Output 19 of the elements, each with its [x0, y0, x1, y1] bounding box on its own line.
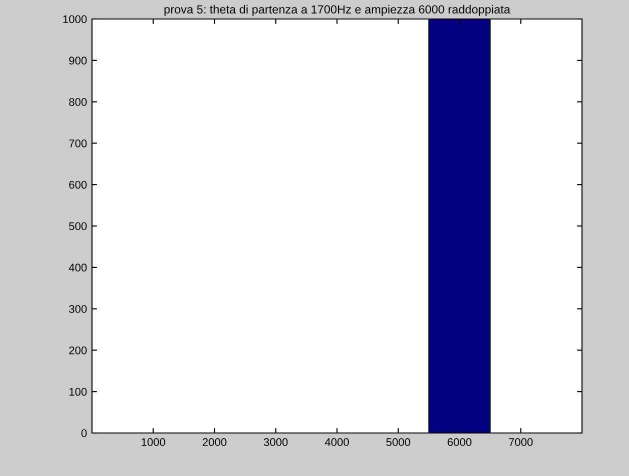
y-tick-label: 600 [69, 180, 87, 189]
y-tick-label: 100 [69, 388, 87, 396]
y-tick-label: 0 [81, 429, 87, 438]
x-tick-label: 4000 [324, 438, 349, 446]
x-tick-label: 3000 [264, 438, 288, 446]
x-tick-label: 1000 [142, 438, 166, 446]
x-tick-label: 6000 [448, 438, 472, 446]
y-tick-label: 400 [68, 264, 87, 272]
x-tick-label: 5000 [386, 438, 410, 446]
x-tick-label: 7000 [508, 438, 533, 446]
y-tick-label: 800 [69, 98, 87, 106]
chart-title: prova 5: theta di partenza a 1700Hz e ampiezza 6000 raddoppiata [164, 4, 510, 16]
y-tick-label: 1000 [63, 15, 87, 24]
y-tick-label: 900 [69, 56, 87, 65]
x-tick-label: 2000 [202, 438, 226, 446]
y-tick-label: 300 [69, 305, 87, 313]
y-tick-label: 500 [69, 222, 87, 230]
y-tick-label: 200 [69, 346, 87, 354]
y-tick-label: 700 [69, 139, 87, 148]
